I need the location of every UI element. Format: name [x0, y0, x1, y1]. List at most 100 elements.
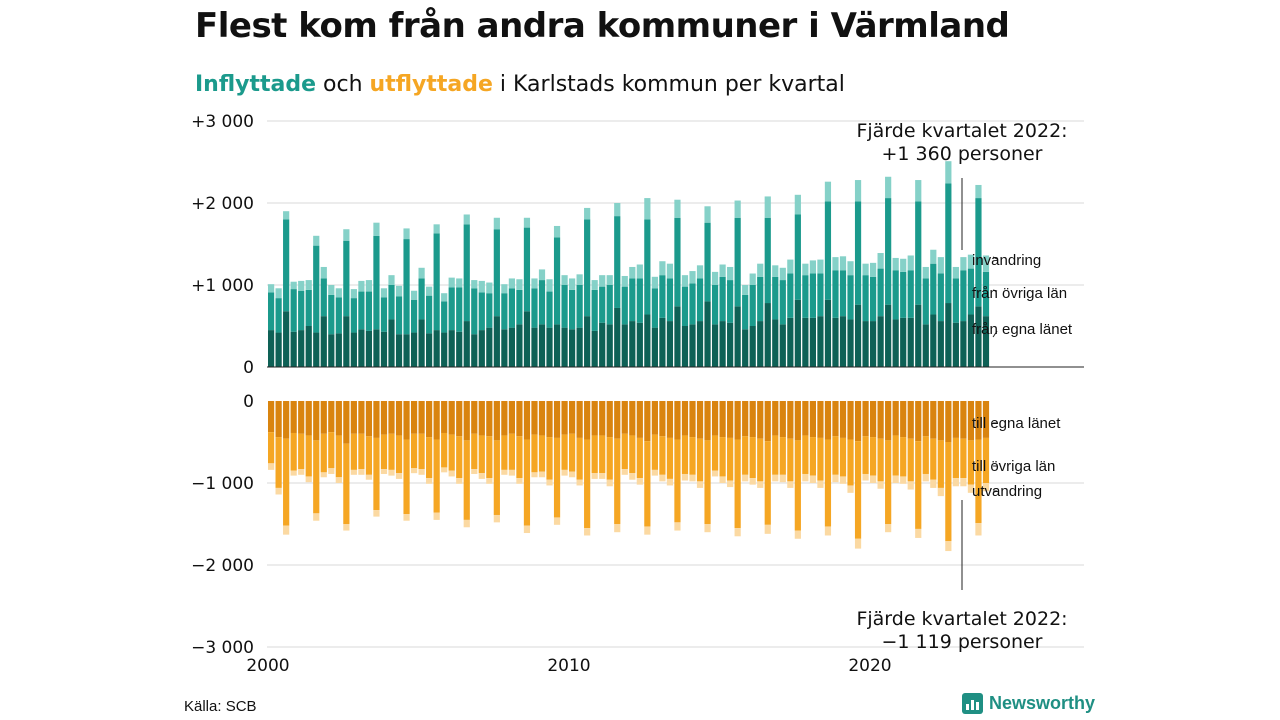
series-label-inflow: från övriga län: [972, 285, 1067, 302]
chart-subtitle: Inflyttade och utflyttade i Karlstads ko…: [195, 72, 845, 97]
bar-inflow-0: [298, 330, 305, 367]
bar-outflow-2: [681, 473, 689, 481]
bar-inflow-0: [471, 334, 478, 367]
bar-outflow-0: [268, 401, 275, 433]
bar-inflow-0: [727, 322, 734, 367]
bar-outflow-0: [696, 401, 704, 439]
bar-outflow-0: [900, 401, 907, 438]
bar-outflow-1: [621, 433, 628, 470]
bar-inflow-1: [418, 278, 425, 320]
bar-inflow-0: [373, 329, 380, 367]
bar-outflow-2: [967, 484, 975, 493]
bar-outflow-0: [456, 401, 463, 437]
bar-inflow-1: [689, 283, 696, 325]
bar-inflow-1: [945, 183, 952, 304]
bar-outflow-1: [328, 432, 335, 469]
bar-inflow-0: [501, 329, 508, 367]
bar-inflow-2: [900, 258, 907, 272]
bar-inflow-1: [328, 294, 335, 335]
bar-inflow-2: [907, 255, 914, 271]
subtitle-and: och: [316, 72, 370, 97]
bar-inflow-1: [471, 288, 478, 335]
bar-inflow-2: [982, 255, 990, 272]
bar-inflow-2: [885, 176, 892, 199]
bar-outflow-2: [727, 480, 734, 488]
x-tick-label: 2000: [246, 656, 289, 676]
bar-outflow-2: [952, 478, 959, 487]
bar-inflow-2: [268, 284, 275, 293]
bar-outflow-1: [418, 433, 425, 470]
bar-inflow-2: [877, 253, 884, 269]
bar-outflow-2: [704, 524, 711, 533]
label-leader: [992, 330, 998, 338]
bar-inflow-2: [553, 225, 561, 238]
bar-outflow-2: [937, 487, 944, 497]
bar-outflow-1: [335, 435, 342, 478]
bar-inflow-1: [666, 278, 674, 322]
bar-inflow-0: [320, 316, 327, 367]
bar-inflow-0: [885, 304, 892, 367]
bar-inflow-0: [764, 303, 771, 367]
bar-inflow-0: [952, 322, 959, 367]
brand-logo[interactable]: Newsworthy: [962, 693, 1095, 714]
subtitle-inflow: Inflyttade: [195, 72, 317, 97]
bar-inflow-1: [493, 229, 500, 317]
bar-outflow-2: [591, 473, 598, 479]
bar-inflow-0: [742, 329, 749, 367]
bar-inflow-2: [817, 259, 824, 274]
bar-outflow-2: [757, 481, 764, 488]
bar-inflow-0: [794, 299, 801, 367]
bar-outflow-2: [854, 538, 862, 549]
bar-inflow-2: [719, 264, 726, 277]
bar-inflow-2: [764, 196, 771, 218]
bar-outflow-2: [268, 463, 275, 470]
bar-outflow-1: [561, 434, 568, 470]
bar-inflow-0: [328, 334, 335, 367]
bar-outflow-0: [343, 401, 350, 444]
bar-outflow-1: [757, 438, 764, 482]
bar-outflow-1: [591, 435, 598, 474]
bar-inflow-1: [441, 301, 448, 333]
bar-inflow-2: [335, 288, 342, 298]
label-leader: [992, 256, 998, 260]
y-tick-label-top: +2 000: [191, 194, 254, 214]
bar-outflow-0: [478, 401, 485, 436]
bar-outflow-1: [877, 438, 884, 482]
bar-outflow-2: [298, 469, 305, 475]
x-tick-label: 2010: [547, 656, 590, 676]
bar-inflow-1: [651, 288, 658, 328]
bar-inflow-0: [523, 311, 531, 367]
bar-outflow-0: [335, 401, 342, 436]
bar-inflow-2: [704, 206, 711, 223]
bar-outflow-0: [636, 401, 643, 438]
bar-inflow-0: [418, 319, 425, 367]
bar-outflow-1: [885, 440, 892, 524]
bar-outflow-2: [546, 479, 553, 486]
bar-inflow-1: [674, 217, 681, 307]
y-tick-label-bottom: −2 000: [191, 556, 254, 576]
bar-outflow-0: [674, 401, 681, 440]
bar-outflow-0: [313, 401, 320, 441]
bar-inflow-1: [930, 263, 937, 315]
bar-inflow-2: [854, 180, 862, 202]
bar-inflow-0: [486, 327, 493, 367]
annotation-text: Fjärde kvartalet 2022:: [856, 608, 1067, 630]
bar-inflow-2: [395, 285, 403, 297]
bar-outflow-2: [945, 541, 952, 552]
bar-inflow-2: [824, 181, 832, 202]
bar-outflow-2: [666, 478, 674, 486]
bar-outflow-1: [689, 437, 696, 475]
bar-outflow-1: [283, 438, 290, 526]
bar-inflow-0: [915, 304, 922, 367]
bar-outflow-1: [952, 437, 959, 479]
bar-outflow-2: [403, 514, 410, 521]
bar-outflow-0: [283, 401, 290, 439]
bar-outflow-0: [606, 401, 613, 438]
bar-inflow-0: [621, 324, 628, 367]
bar-inflow-2: [290, 281, 297, 290]
bar-inflow-0: [636, 322, 643, 367]
bar-inflow-1: [531, 288, 538, 328]
bar-outflow-0: [410, 401, 418, 434]
bar-outflow-2: [824, 526, 832, 536]
bar-inflow-1: [809, 273, 816, 318]
